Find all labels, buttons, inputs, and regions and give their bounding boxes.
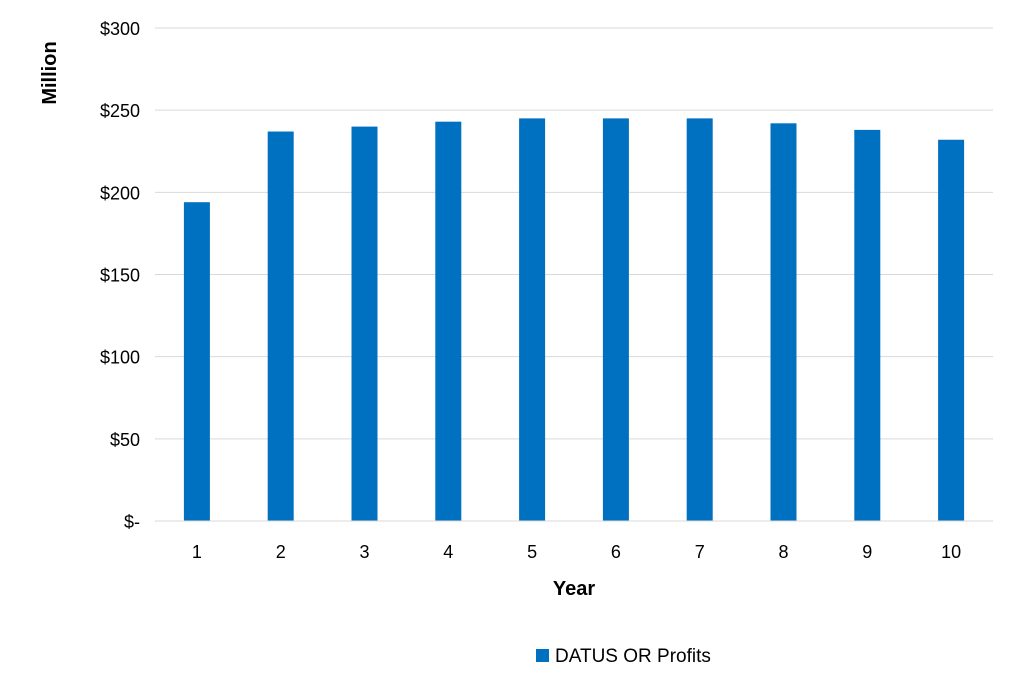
bar (602, 118, 629, 521)
x-tick-label: 7 (695, 542, 705, 562)
bar (267, 131, 294, 521)
bars (183, 118, 965, 522)
y-axis-title: Million (39, 41, 61, 104)
bar (770, 123, 797, 522)
x-tick-label: 1 (192, 542, 202, 562)
y-tick-label: $- (124, 512, 140, 532)
bar (686, 118, 713, 521)
bar (435, 121, 462, 522)
x-tick-label: 3 (359, 542, 369, 562)
y-tick-label: $300 (100, 19, 140, 39)
y-tick-label: $150 (100, 266, 140, 286)
x-tick-label: 9 (862, 542, 872, 562)
x-tick-label: 8 (778, 542, 788, 562)
bar (351, 126, 378, 521)
bar (183, 202, 210, 521)
legend-label: DATUS OR Profits (555, 646, 711, 667)
y-tick-label: $100 (100, 348, 140, 368)
x-tick-label: 10 (941, 542, 961, 562)
y-tick-label: $50 (110, 430, 140, 450)
x-axis-title: Year (553, 578, 595, 600)
y-axis-ticks: $- $50 $100 $150 $200 $250 $300 (100, 19, 140, 532)
bar (519, 118, 546, 521)
bar (854, 129, 881, 522)
x-tick-label: 5 (527, 542, 537, 562)
bar (938, 139, 965, 521)
x-tick-label: 4 (443, 542, 453, 562)
legend-swatch (536, 649, 549, 662)
legend: DATUS OR Profits (536, 646, 711, 667)
y-tick-label: $250 (100, 101, 140, 121)
x-axis-ticks: 1 2 3 4 5 6 7 8 9 10 (192, 542, 961, 562)
gridlines (155, 27, 993, 440)
x-tick-label: 2 (276, 542, 286, 562)
y-tick-label: $200 (100, 183, 140, 203)
x-tick-label: 6 (611, 542, 621, 562)
